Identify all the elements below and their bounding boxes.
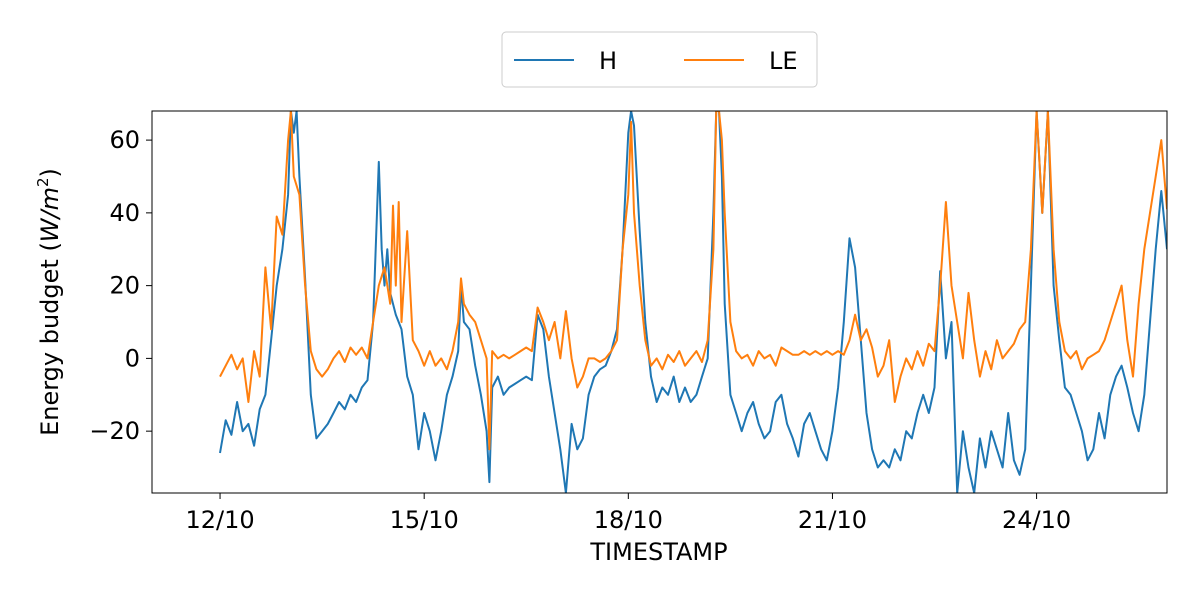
y-tick-label: 20: [109, 272, 140, 300]
y-tick-label: −20: [89, 417, 140, 445]
y-tick-label: 0: [125, 344, 140, 372]
y-tick-label: 40: [109, 199, 140, 227]
y-axis: −20 0 20 40 60: [89, 126, 152, 445]
plot-frame: [151, 110, 1168, 494]
legend: H LE: [501, 31, 818, 88]
y-tick-label: 60: [109, 126, 140, 154]
series-line-le: [219, 111, 1167, 451]
series-line-h: [219, 111, 1167, 493]
x-tick-label: 15/10: [390, 506, 459, 534]
x-tick-label: 24/10: [1002, 506, 1071, 534]
x-axis-label: TIMESTAMP: [589, 538, 727, 566]
x-tick-label: 21/10: [798, 506, 867, 534]
legend-label-h: H: [599, 47, 617, 75]
x-tick-label: 18/10: [594, 506, 663, 534]
x-tick-label: 12/10: [185, 506, 254, 534]
x-axis: 12/10 15/10 18/10 21/10 24/10: [185, 493, 1071, 534]
series-layer: [219, 111, 1167, 493]
legend-label-le: LE: [769, 47, 798, 75]
legend-frame: [501, 31, 818, 88]
y-axis-label: Energy budget (W/m2): [34, 168, 64, 436]
